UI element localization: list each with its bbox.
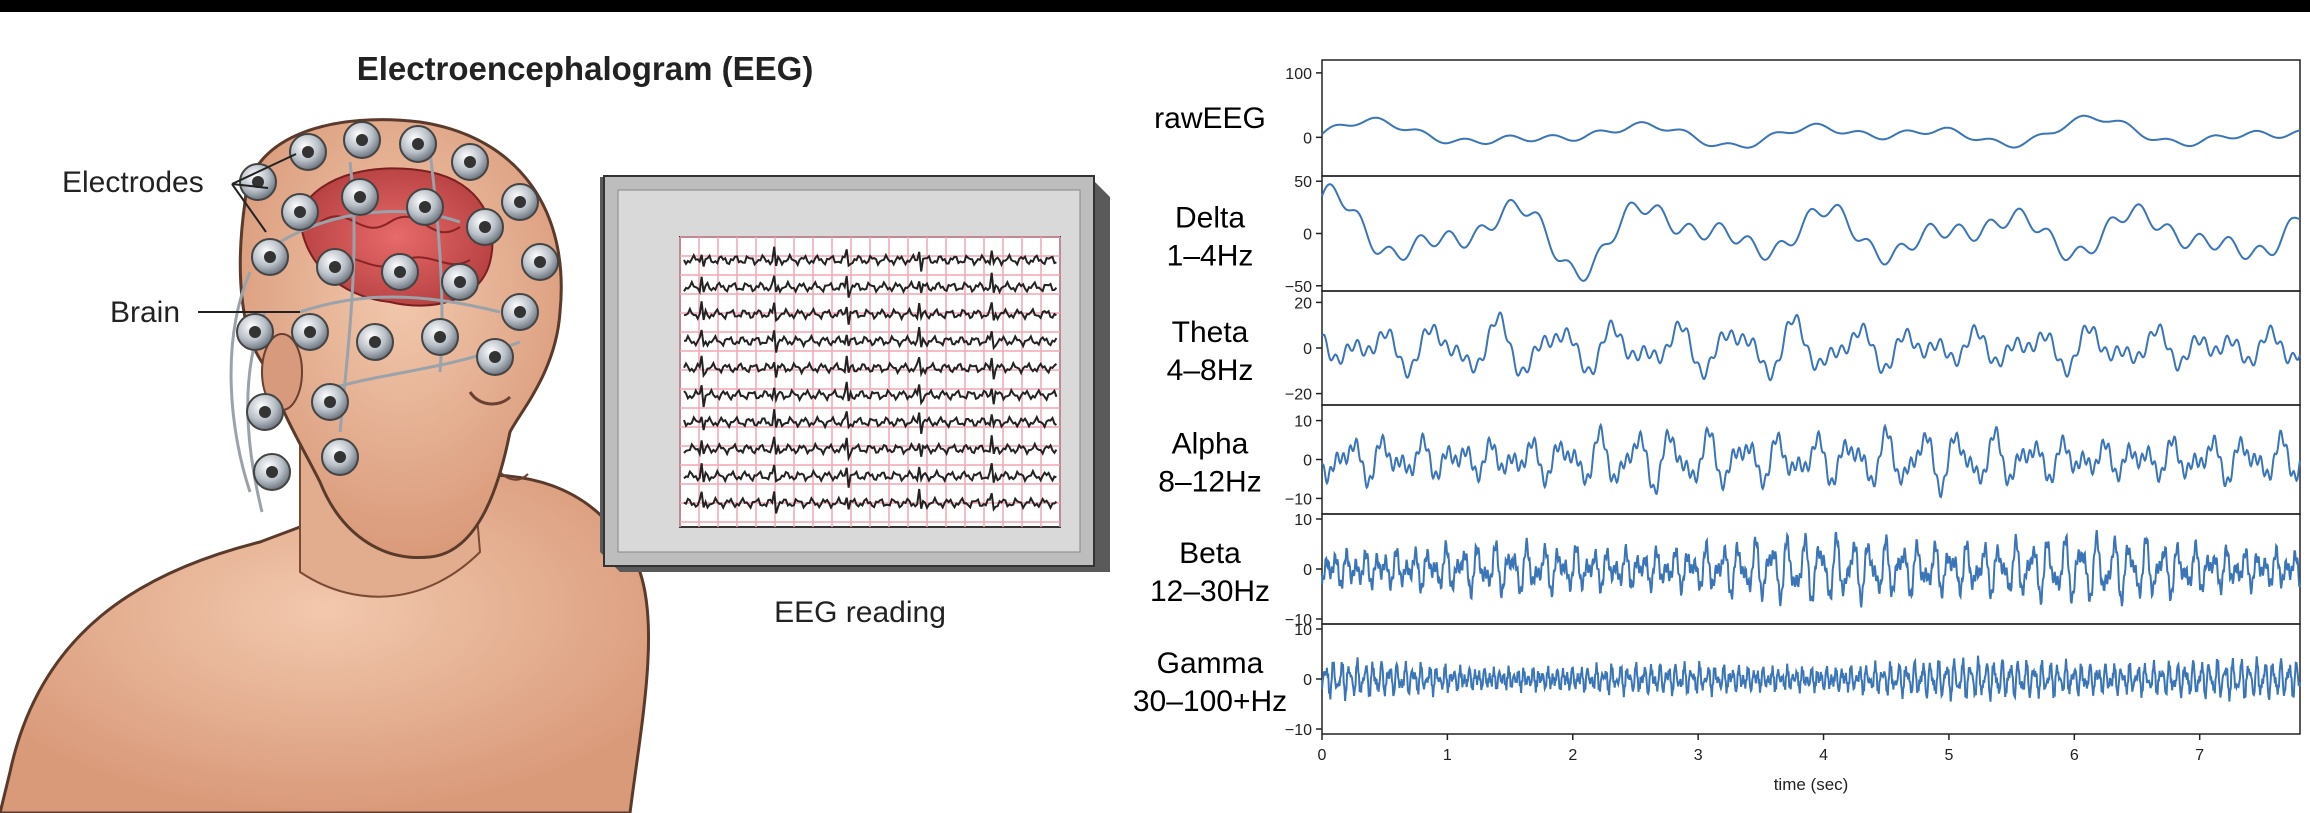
y-tick-label: −10: [1285, 491, 1312, 508]
figure-title: Electroencephalogram (EEG): [357, 50, 814, 87]
y-tick-label: −10: [1285, 722, 1312, 739]
mouth: [499, 471, 529, 481]
x-tick-label: 7: [2195, 747, 2204, 764]
screen-trace: [683, 435, 1058, 463]
band-range: 30–100+Hz: [1133, 685, 1287, 718]
series-line-gamma: [1321, 655, 2301, 702]
callout-electrodes-line-1: [231, 183, 269, 189]
y-tick-label: 0: [1303, 341, 1312, 358]
eeg-monitor: [600, 175, 1110, 572]
screen-trace: [683, 246, 1057, 272]
callout-brain: Brain: [110, 296, 180, 329]
screen-trace: [683, 355, 1058, 380]
series-line-delta: [1321, 183, 2301, 282]
panel-raweeg: rawEEG 100 0: [1154, 59, 2301, 177]
band-name: Theta: [1172, 316, 1249, 349]
panel-gamma: Gamma 30–100+Hz 10 0 −10: [1133, 622, 2301, 739]
band-range: 1–4Hz: [1167, 240, 1254, 273]
panel-delta: Delta 1–4Hz 50 0 −50: [1167, 174, 2301, 296]
screen-trace: [683, 381, 1058, 408]
panel-frame: [1321, 175, 2301, 292]
series-line-beta: [1321, 529, 2301, 608]
screen-trace: [683, 462, 1057, 488]
y-tick-label: 100: [1285, 66, 1312, 83]
y-tick-label: 10: [1294, 622, 1312, 639]
band-name: Delta: [1175, 202, 1245, 235]
callout-electrodes-line-2: [231, 153, 297, 185]
y-tick-label: 10: [1294, 414, 1312, 431]
band-name: Beta: [1179, 537, 1241, 570]
series-line-theta: [1321, 311, 2301, 382]
y-tick-label: −50: [1285, 279, 1312, 296]
band-range: 4–8Hz: [1167, 354, 1254, 387]
band-name: Gamma: [1157, 647, 1264, 680]
callout-electrodes-line-3: [231, 183, 267, 233]
shoulders: [0, 473, 651, 813]
y-tick-label: 20: [1294, 295, 1312, 312]
y-tick-label: 0: [1303, 130, 1312, 147]
panel-beta: Beta 12–30Hz 10 0 −10: [1150, 512, 2301, 629]
x-tick-label: 1: [1443, 747, 1452, 764]
eye: [468, 391, 512, 406]
x-tick-label: 5: [1944, 747, 1953, 764]
screen-trace: [683, 488, 1058, 514]
band-range: 8–12Hz: [1158, 466, 1261, 499]
screen-trace: [683, 409, 1057, 434]
screen-trace: [683, 301, 1057, 325]
y-tick-label: 10: [1294, 512, 1312, 529]
y-tick-label: 50: [1294, 174, 1312, 191]
series-line-raweeg: [1321, 114, 2301, 149]
screen-trace: [683, 272, 1058, 298]
y-tick-label: 0: [1303, 672, 1312, 689]
electrodes: [236, 121, 559, 491]
eeg-screen-traces: [683, 246, 1058, 514]
eeg-illustration: Electroencephalogram (EEG): [0, 50, 1110, 813]
y-tick-label: 0: [1303, 562, 1312, 579]
y-tick-label: 0: [1303, 227, 1312, 244]
y-tick-label: −10: [1285, 612, 1312, 629]
y-tick-label: −20: [1285, 387, 1312, 404]
panel-theta: Theta 4–8Hz 20 0 −20: [1167, 290, 2301, 406]
monitor-caption: EEG reading: [774, 596, 946, 629]
callout-electrodes: Electrodes: [62, 166, 204, 199]
y-tick-label: 0: [1303, 453, 1312, 470]
series-line-alpha: [1321, 422, 2301, 499]
panel-alpha: Alpha 8–12Hz 10 0 −10: [1158, 404, 2301, 515]
panel-frame: [1321, 59, 2301, 177]
panel-frame: [1321, 290, 2301, 406]
x-axis-label: time (sec): [1774, 775, 1849, 794]
x-tick-label: 3: [1694, 747, 1703, 764]
eeg-screen-grid: [679, 236, 1061, 527]
band-name: Alpha: [1172, 428, 1249, 461]
screen-trace: [683, 326, 1058, 353]
x-tick-label: 6: [2070, 747, 2079, 764]
panel-frame: [1321, 513, 2301, 625]
x-tick-label: 4: [1819, 747, 1828, 764]
eeg-band-plots: rawEEG1000Delta1–4Hz500−50Theta4–8Hz200−…: [1133, 59, 2301, 794]
x-tick-label: 0: [1318, 747, 1327, 764]
band-range: 12–30Hz: [1150, 575, 1270, 608]
band-name: rawEEG: [1154, 102, 1266, 135]
x-tick-label: 2: [1568, 747, 1577, 764]
